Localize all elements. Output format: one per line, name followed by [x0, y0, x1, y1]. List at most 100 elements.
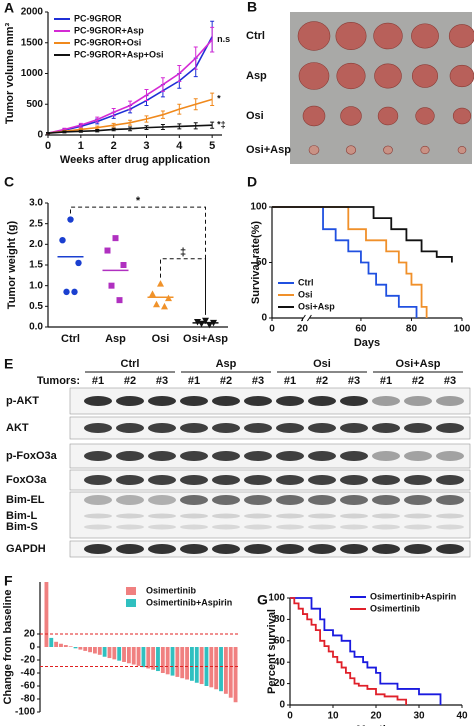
blot-band: [372, 513, 400, 519]
blot-band: [244, 524, 272, 530]
blot-band: [276, 475, 304, 485]
blot-band: [116, 495, 144, 505]
data-point: [75, 259, 82, 267]
x-tick-label: 10: [327, 711, 339, 722]
tumor-photo: [345, 145, 357, 155]
annotation: n.s: [217, 34, 230, 44]
x-tick-label: 5: [209, 140, 215, 152]
blot-band: [340, 475, 368, 485]
bar: [136, 647, 141, 666]
blot-band: [116, 396, 144, 406]
blot-band: [212, 475, 240, 485]
y-tick-label: 0.0: [29, 322, 43, 333]
lane-label: #3: [348, 375, 360, 387]
y-tick-label: -60: [21, 681, 36, 692]
error-bar: [160, 110, 165, 119]
blot-row-label: p-AKT: [6, 395, 39, 407]
blot-band: [404, 451, 432, 461]
tumor-photo: [308, 145, 320, 155]
y-tick-label: -20: [21, 655, 36, 666]
error-bar: [95, 116, 100, 123]
tumor-photo: [335, 22, 367, 50]
blot-band: [84, 475, 112, 485]
error-bar: [177, 65, 182, 82]
error-bar: [210, 121, 215, 129]
lane-label: #2: [220, 375, 232, 387]
y-axis-title: Survival rate(%): [250, 221, 262, 304]
row-label: Osi: [246, 110, 264, 122]
blot-band: [116, 423, 144, 433]
legend-label: PC-9GROR+Asp: [74, 25, 144, 35]
tumor-photo: [415, 107, 435, 125]
legend-label: PC-9GROR+Osi: [74, 37, 141, 47]
blot-band: [308, 513, 336, 519]
blot-band: [276, 524, 304, 530]
tumor-photo: [302, 105, 326, 127]
error-bar: [160, 77, 165, 92]
y-tick-label: 1000: [21, 68, 44, 79]
group-label: Ctrl: [121, 358, 140, 370]
blot-band: [148, 451, 176, 461]
x-tick-label: Osi: [152, 333, 170, 345]
bar: [199, 647, 204, 685]
x-tick-label: 0: [45, 140, 51, 152]
bar: [180, 647, 185, 679]
blot-band: [244, 396, 272, 406]
error-bar: [160, 124, 165, 130]
bar: [83, 647, 88, 651]
blot-band: [180, 423, 208, 433]
bar: [54, 641, 59, 647]
blot-band: [84, 451, 112, 461]
bar: [68, 646, 73, 647]
bar: [88, 647, 92, 653]
y-tick-label: 40: [274, 657, 286, 668]
significance-label: ‡: [180, 247, 186, 259]
blot-band: [308, 451, 336, 461]
blot-band: [212, 396, 240, 406]
blot-band: [372, 423, 400, 433]
blot-band: [116, 451, 144, 461]
tumor-photo: [420, 145, 430, 155]
bar: [170, 647, 175, 676]
data-point: [108, 282, 115, 289]
blot-band: [148, 495, 176, 505]
blot-band: [116, 544, 144, 554]
y-tick-label: 100: [268, 593, 285, 604]
error-bar: [193, 46, 198, 70]
y-tick-label: 2.0: [29, 239, 43, 250]
blot-band: [116, 513, 144, 519]
x-tick-label: Ctrl: [61, 333, 80, 345]
panel-letter: C: [4, 174, 14, 190]
y-tick-label: 0.5: [29, 301, 43, 312]
blot-band: [276, 451, 304, 461]
bar: [233, 647, 238, 703]
blot-band: [436, 513, 464, 519]
bar: [223, 647, 228, 694]
blot-band: [436, 495, 464, 505]
x-tick-label: 0: [269, 324, 275, 335]
legend-label: Osimertinib: [370, 603, 421, 613]
tumor-photo: [411, 64, 439, 88]
blot-band: [212, 495, 240, 505]
x-tick-label: 20: [297, 324, 309, 335]
blot-band: [180, 524, 208, 530]
x-tick-label: 3: [143, 140, 149, 152]
blot-band: [180, 475, 208, 485]
blot-band: [436, 451, 464, 461]
tumor-photo: [411, 23, 439, 49]
y-tick-label: -100: [15, 707, 35, 718]
blot-band: [244, 475, 272, 485]
legend-label: Osimertinib+Aspirin: [370, 591, 456, 601]
tumor-photo: [457, 146, 467, 154]
y-tick-label: 2000: [21, 7, 44, 18]
blot-band: [148, 544, 176, 554]
blot-band: [276, 544, 304, 554]
lane-label: #1: [92, 375, 104, 387]
error-bar: [62, 130, 67, 134]
blot-band: [436, 544, 464, 554]
x-tick-label: 40: [456, 711, 468, 722]
y-tick-label: 0: [29, 642, 35, 653]
y-tick-label: 20: [24, 629, 36, 640]
blot-band: [212, 524, 240, 530]
